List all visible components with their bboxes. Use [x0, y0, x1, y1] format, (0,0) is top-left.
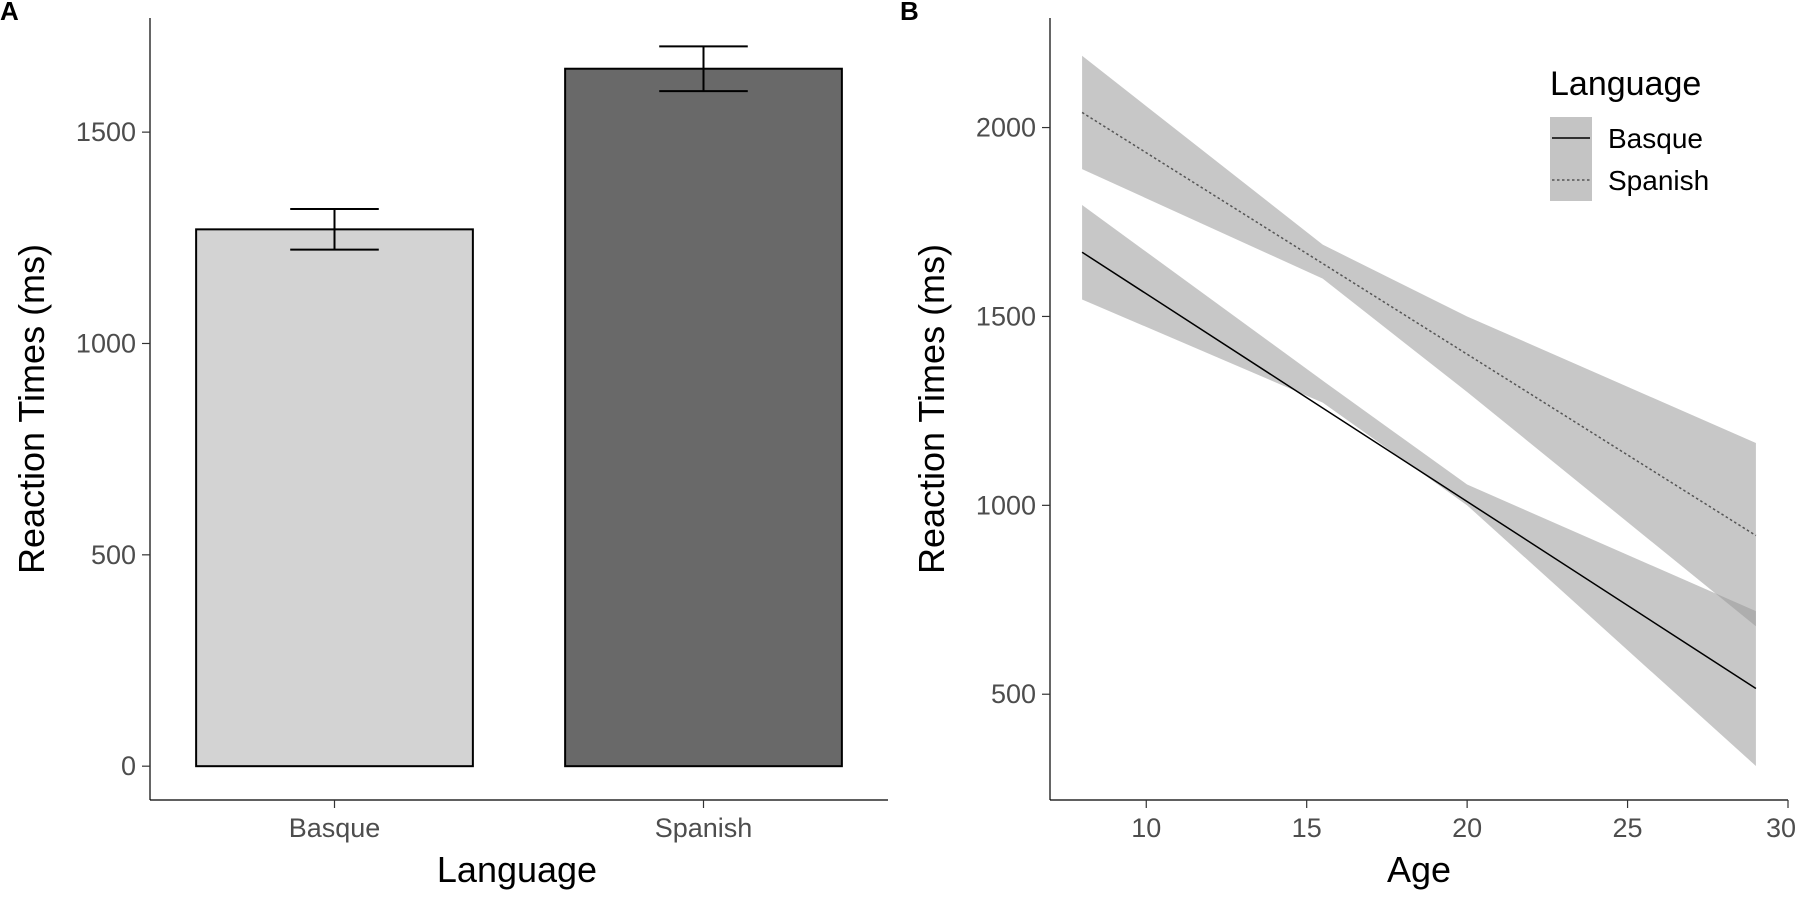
- b-legend: Language Basque Spanish: [1550, 65, 1709, 201]
- a-bars: [195, 67, 843, 768]
- panel-b: B 500 1000 1500 2000 10 15 20 25 30 Age Reactio…: [900, 0, 1796, 890]
- b-confidence-ribbons: [1082, 55, 1756, 766]
- b-x-tick-label: 10: [1131, 813, 1161, 843]
- legend-key-background: [1550, 159, 1592, 201]
- ribbon-basque: [1082, 205, 1756, 766]
- b-x-ticks: 10 15 20 25 30: [1131, 800, 1796, 843]
- a-x-axis-title: Language: [437, 849, 597, 890]
- legend-label: Spanish: [1608, 165, 1709, 196]
- legend-item-spanish: Spanish: [1550, 159, 1709, 201]
- bar-spanish: [564, 67, 843, 768]
- a-y-tick-label: 1500: [76, 117, 136, 147]
- b-y-tick-label: 1000: [976, 490, 1036, 520]
- b-legend-title: Language: [1550, 65, 1701, 103]
- a-x-tick-label: Spanish: [655, 813, 753, 843]
- a-y-tick-label: 0: [121, 751, 136, 781]
- a-y-tick-label: 1000: [76, 328, 136, 358]
- b-x-axis-title: Age: [1387, 849, 1451, 890]
- panel-a-label: A: [0, 0, 19, 26]
- error-bar-basque: [290, 208, 379, 251]
- b-y-axis-title: Reaction Times (ms): [911, 244, 952, 574]
- legend-label: Basque: [1608, 123, 1703, 154]
- a-y-axis-title: Reaction Times (ms): [11, 244, 52, 574]
- b-y-tick-label: 500: [991, 679, 1036, 709]
- b-y-ticks: 500 1000 1500 2000: [976, 113, 1050, 709]
- bar-basque: [195, 228, 474, 768]
- b-x-tick-label: 15: [1292, 813, 1322, 843]
- a-y-tick-label: 500: [91, 540, 136, 570]
- panel-a: A 0 500 1000 1500 Basque Spanish Language Re…: [0, 0, 888, 890]
- a-x-ticks: Basque Spanish: [289, 800, 753, 843]
- a-error-bars: [290, 45, 748, 251]
- legend-item-basque: Basque: [1550, 117, 1703, 159]
- b-x-tick-label: 25: [1613, 813, 1643, 843]
- b-y-tick-label: 2000: [976, 113, 1036, 143]
- b-x-tick-label: 20: [1452, 813, 1482, 843]
- a-y-ticks: 0 500 1000 1500: [76, 117, 150, 781]
- b-x-tick-label: 30: [1766, 813, 1796, 843]
- a-x-tick-label: Basque: [289, 813, 381, 843]
- b-fit-lines: [1081, 111, 1757, 690]
- b-y-tick-label: 1500: [976, 301, 1036, 331]
- line-basque: [1081, 251, 1757, 690]
- ribbon-spanish: [1082, 55, 1756, 627]
- panel-b-label: B: [900, 0, 919, 26]
- error-bar-spanish: [659, 45, 748, 93]
